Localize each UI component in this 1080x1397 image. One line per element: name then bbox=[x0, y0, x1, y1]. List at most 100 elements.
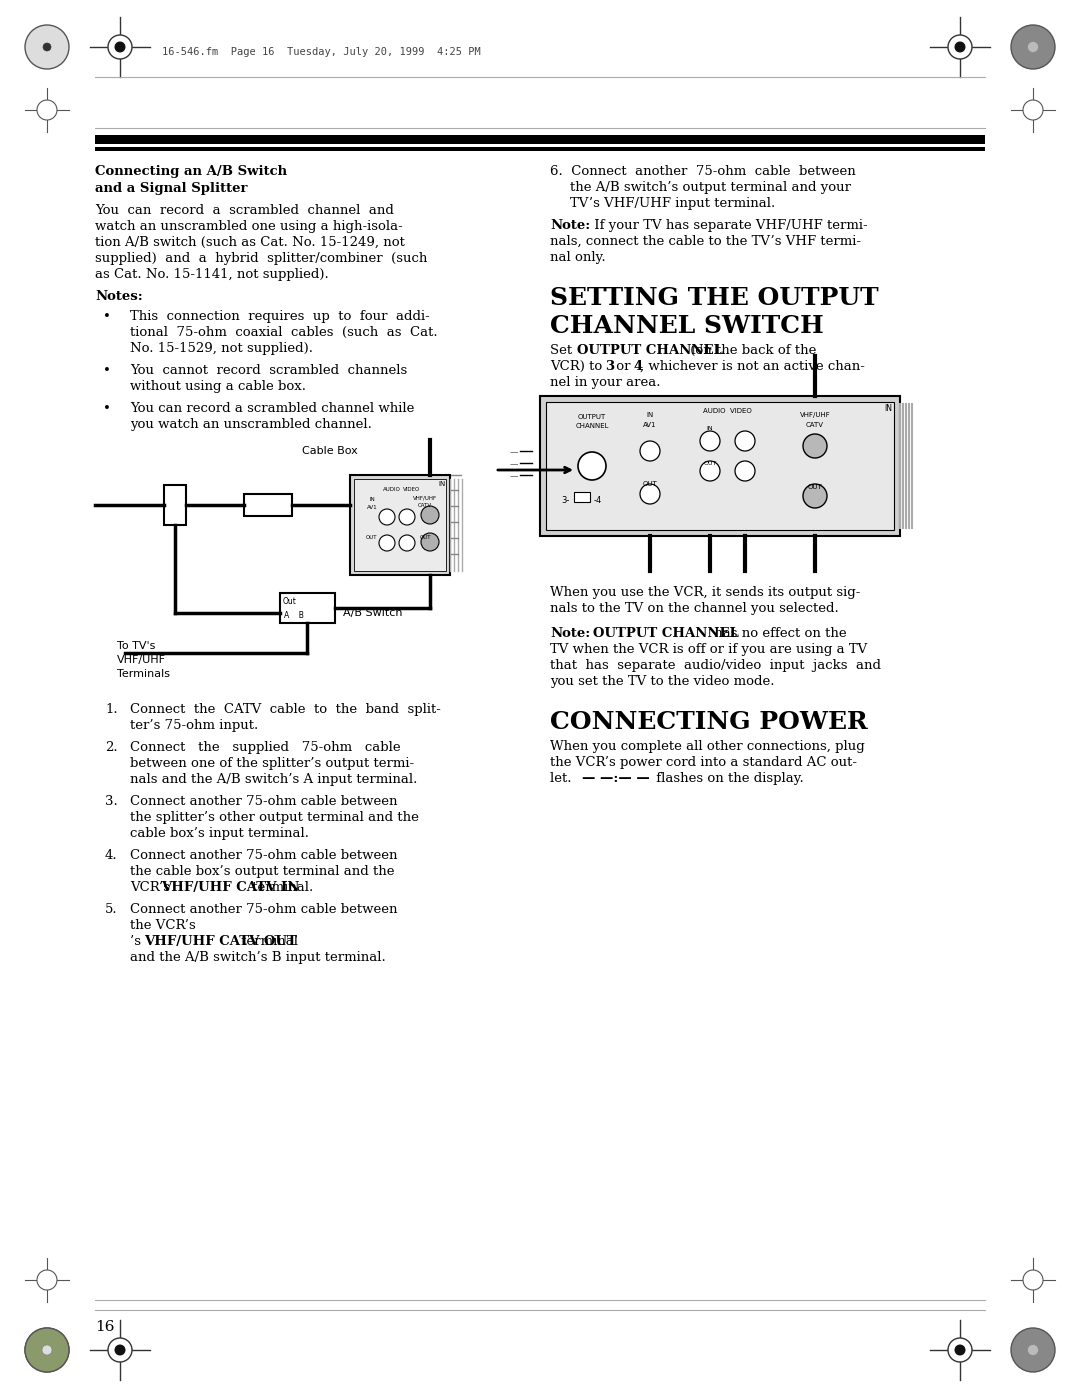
Text: VCR’s: VCR’s bbox=[130, 882, 174, 894]
Text: You  can  record  a  scrambled  channel  and: You can record a scrambled channel and bbox=[95, 204, 394, 217]
Text: SETTING THE OUTPUT: SETTING THE OUTPUT bbox=[550, 286, 879, 310]
Text: OUT: OUT bbox=[366, 535, 378, 541]
Text: When you use the VCR, it sends its output sig-: When you use the VCR, it sends its outpu… bbox=[550, 585, 861, 599]
Text: Connect another 75-ohm cable between: Connect another 75-ohm cable between bbox=[130, 795, 397, 807]
Text: IN: IN bbox=[706, 426, 713, 432]
Text: •: • bbox=[103, 402, 111, 415]
Text: ’s: ’s bbox=[130, 935, 145, 949]
Circle shape bbox=[42, 1345, 52, 1355]
Text: Out: Out bbox=[283, 597, 297, 606]
Text: 2.: 2. bbox=[105, 740, 118, 754]
Circle shape bbox=[578, 453, 606, 481]
Text: Connect another 75-ohm cable between: Connect another 75-ohm cable between bbox=[130, 902, 397, 916]
Text: AV1: AV1 bbox=[367, 504, 377, 510]
Bar bbox=[573, 492, 590, 502]
Text: OUT: OUT bbox=[808, 483, 822, 490]
Text: nals, connect the cable to the TV’s VHF termi-: nals, connect the cable to the TV’s VHF … bbox=[550, 235, 861, 249]
Text: between one of the splitter’s output termi-: between one of the splitter’s output ter… bbox=[130, 757, 414, 770]
Bar bbox=[546, 402, 894, 529]
Circle shape bbox=[25, 1329, 69, 1372]
Circle shape bbox=[116, 42, 125, 52]
Text: CONNECTING POWER: CONNECTING POWER bbox=[550, 710, 867, 733]
Text: TV when the VCR is off or if you are using a TV: TV when the VCR is off or if you are usi… bbox=[550, 643, 867, 657]
Text: CATV: CATV bbox=[418, 503, 432, 509]
Text: Connect another 75-ohm cable between: Connect another 75-ohm cable between bbox=[130, 849, 397, 862]
Text: nals and the A/B switch’s A input terminal.: nals and the A/B switch’s A input termin… bbox=[130, 773, 417, 787]
Text: CHANNEL SWITCH: CHANNEL SWITCH bbox=[550, 314, 824, 338]
Text: nel in your area.: nel in your area. bbox=[550, 376, 661, 388]
Text: that  has  separate  audio/video  input  jacks  and: that has separate audio/video input jack… bbox=[550, 659, 881, 672]
Text: Set: Set bbox=[550, 344, 577, 358]
Text: 3.: 3. bbox=[105, 795, 118, 807]
Text: If your TV has separate VHF/UHF termi-: If your TV has separate VHF/UHF termi- bbox=[590, 219, 867, 232]
Text: —: — bbox=[510, 472, 518, 481]
Text: 3: 3 bbox=[605, 360, 615, 373]
Text: without using a cable box.: without using a cable box. bbox=[130, 380, 306, 393]
Text: OUT: OUT bbox=[703, 461, 717, 467]
Text: Terminals: Terminals bbox=[117, 669, 170, 679]
Text: watch an unscrambled one using a high-isola-: watch an unscrambled one using a high-is… bbox=[95, 219, 403, 233]
Text: Note:: Note: bbox=[550, 219, 591, 232]
Circle shape bbox=[41, 1344, 53, 1355]
Text: the VCR’s: the VCR’s bbox=[130, 919, 200, 932]
Text: Connect  the  CATV  cable  to  the  band  split-: Connect the CATV cable to the band split… bbox=[130, 703, 441, 717]
Text: has no effect on the: has no effect on the bbox=[710, 627, 847, 640]
Circle shape bbox=[1023, 1270, 1043, 1289]
Text: the cable box’s output terminal and the: the cable box’s output terminal and the bbox=[130, 865, 394, 877]
Text: you watch an unscrambled channel.: you watch an unscrambled channel. bbox=[130, 418, 372, 432]
Text: Connecting an A/B Switch: Connecting an A/B Switch bbox=[95, 165, 287, 177]
Bar bbox=[280, 592, 335, 623]
Text: VHF/UHF: VHF/UHF bbox=[799, 412, 831, 418]
Circle shape bbox=[421, 506, 438, 524]
Text: 16-546.fm  Page 16  Tuesday, July 20, 1999  4:25 PM: 16-546.fm Page 16 Tuesday, July 20, 1999… bbox=[162, 47, 481, 57]
Circle shape bbox=[43, 43, 51, 50]
Text: — —:— —: — —:— — bbox=[582, 773, 650, 785]
Text: let.: let. bbox=[550, 773, 580, 785]
Text: flashes on the display.: flashes on the display. bbox=[652, 773, 804, 785]
Circle shape bbox=[116, 1345, 125, 1355]
Bar bbox=[164, 485, 186, 525]
Text: Notes:: Notes: bbox=[95, 291, 143, 303]
Circle shape bbox=[640, 483, 660, 504]
Text: CHANNEL: CHANNEL bbox=[576, 423, 609, 429]
Text: 4.: 4. bbox=[105, 849, 118, 862]
Text: TV’s VHF/UHF input terminal.: TV’s VHF/UHF input terminal. bbox=[570, 197, 775, 210]
Text: tional  75-ohm  coaxial  cables  (such  as  Cat.: tional 75-ohm coaxial cables (such as Ca… bbox=[130, 326, 437, 339]
Text: you set the TV to the video mode.: you set the TV to the video mode. bbox=[550, 675, 774, 687]
Circle shape bbox=[37, 101, 57, 120]
Text: AV1: AV1 bbox=[644, 422, 657, 427]
Text: , whichever is not an active chan-: , whichever is not an active chan- bbox=[640, 360, 865, 373]
Text: (on the back of the: (on the back of the bbox=[686, 344, 816, 358]
Text: CATV: CATV bbox=[806, 422, 824, 427]
Text: 6.  Connect  another  75-ohm  cable  between: 6. Connect another 75-ohm cable between bbox=[550, 165, 855, 177]
Circle shape bbox=[735, 461, 755, 481]
Bar bbox=[350, 475, 450, 576]
Text: supplied)  and  a  hybrid  splitter/combiner  (such: supplied) and a hybrid splitter/combiner… bbox=[95, 251, 428, 265]
Text: ter’s 75-ohm input.: ter’s 75-ohm input. bbox=[130, 719, 258, 732]
Text: IN: IN bbox=[646, 412, 653, 418]
Circle shape bbox=[700, 461, 720, 481]
Text: VCR) to: VCR) to bbox=[550, 360, 607, 373]
Text: nal only.: nal only. bbox=[550, 251, 606, 264]
Circle shape bbox=[399, 535, 415, 550]
Text: —: — bbox=[510, 448, 518, 455]
Text: A    B: A B bbox=[284, 610, 303, 620]
Text: When you complete all other connections, plug: When you complete all other connections,… bbox=[550, 740, 865, 753]
Circle shape bbox=[1023, 101, 1043, 120]
Text: IN: IN bbox=[438, 481, 446, 488]
Text: OUTPUT CHANNEL: OUTPUT CHANNEL bbox=[593, 627, 739, 640]
Text: Note:: Note: bbox=[550, 627, 591, 640]
Circle shape bbox=[379, 535, 395, 550]
Text: tion A/B switch (such as Cat. No. 15-1249, not: tion A/B switch (such as Cat. No. 15-124… bbox=[95, 236, 405, 249]
Text: nals to the TV on the channel you selected.: nals to the TV on the channel you select… bbox=[550, 602, 839, 615]
Text: •: • bbox=[103, 365, 111, 377]
Circle shape bbox=[25, 1329, 69, 1372]
Circle shape bbox=[804, 434, 827, 458]
Text: 4: 4 bbox=[633, 360, 643, 373]
Text: OUTPUT: OUTPUT bbox=[578, 414, 606, 420]
Circle shape bbox=[399, 509, 415, 525]
Text: OUT: OUT bbox=[419, 535, 431, 541]
Text: Connect   the   supplied   75-ohm   cable: Connect the supplied 75-ohm cable bbox=[130, 740, 401, 754]
Circle shape bbox=[421, 534, 438, 550]
Text: VHF/UHF: VHF/UHF bbox=[413, 495, 437, 500]
